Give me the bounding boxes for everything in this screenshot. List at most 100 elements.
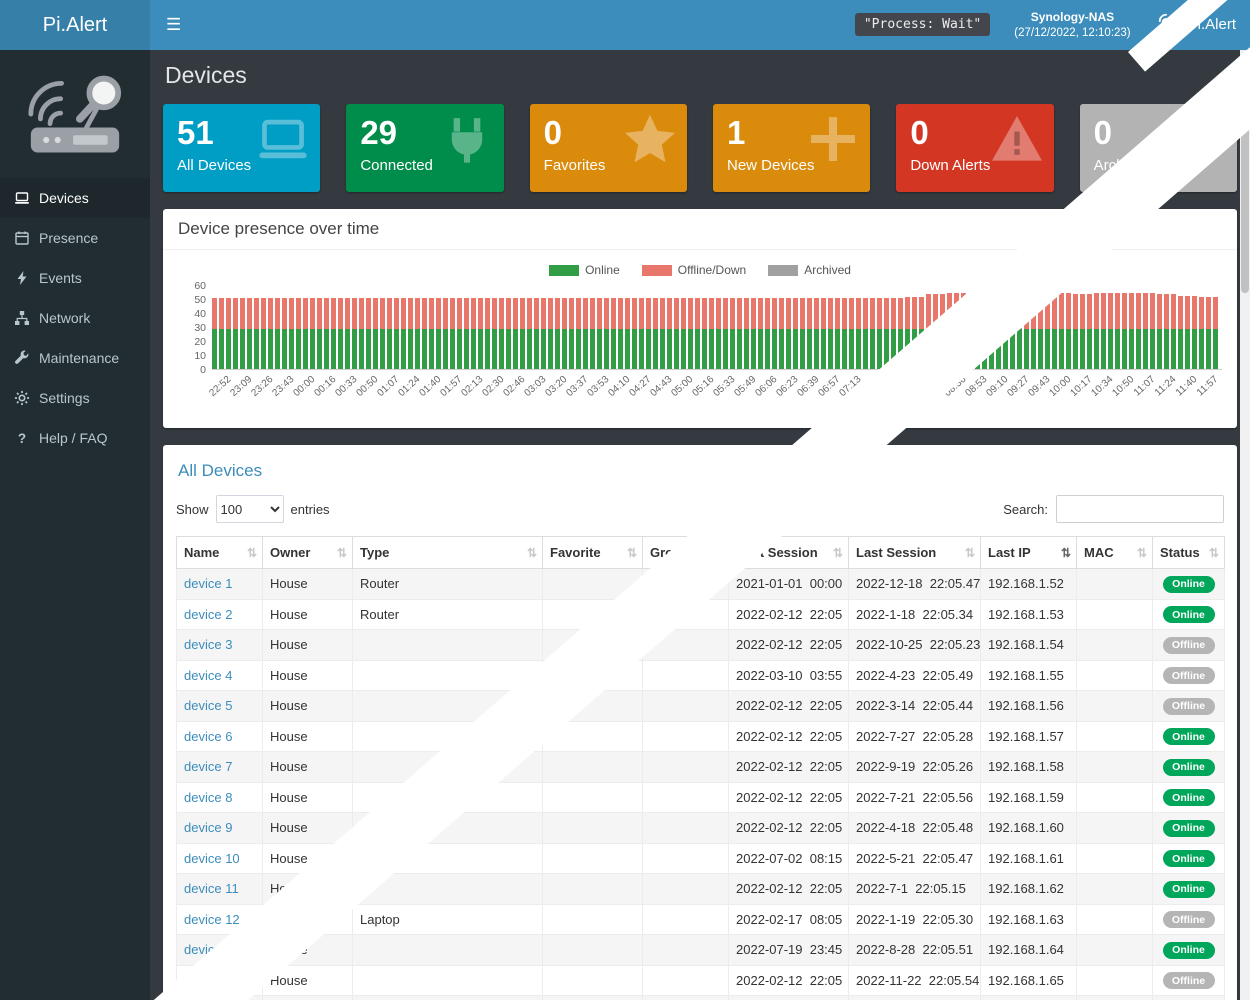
chart-bar (492, 286, 497, 369)
info-box-new-devices[interactable]: 1 New Devices (712, 104, 871, 192)
chart-bar (296, 286, 301, 369)
device-link[interactable]: device 13 (184, 942, 240, 958)
chart-bar (905, 286, 910, 369)
column-header-group[interactable]: Group ⇅ (642, 536, 729, 569)
device-link[interactable]: device 4 (184, 667, 233, 683)
chart-bar (772, 286, 777, 369)
legend-item-offline-down[interactable]: Offline/Down (641, 263, 746, 277)
column-header-favorite[interactable]: Favorite ⇅ (542, 536, 643, 569)
device-last-session-cell: 2022-5-21 22:05.47 (848, 842, 981, 874)
device-mac-cell (1076, 873, 1153, 905)
column-header-mac[interactable]: MAC ⇅ (1076, 536, 1153, 569)
column-header-last-session[interactable]: Last Session ⇅ (848, 536, 981, 569)
legend-swatch (641, 264, 672, 276)
chart-bar (1003, 286, 1008, 369)
column-header-last-ip[interactable]: Last IP ⇅ (980, 536, 1077, 569)
device-group-cell (642, 995, 729, 1000)
hamburger-menu-icon[interactable]: ☰ (166, 15, 182, 34)
chart-bar (604, 286, 609, 369)
column-header-status[interactable]: Status ⇅ (1152, 536, 1225, 569)
device-name-cell: device 2 (176, 598, 263, 630)
device-status-cell: Online (1152, 873, 1225, 905)
device-link[interactable]: device 3 (184, 637, 233, 653)
device-name-cell: device 6 (176, 720, 263, 752)
device-link[interactable]: device 2 (184, 606, 233, 622)
device-mac-cell (1076, 812, 1153, 844)
device-status-cell: Online (1152, 842, 1225, 874)
wifi-slash-icon (1173, 112, 1227, 166)
legend-item-archived[interactable]: Archived (768, 263, 851, 277)
sidebar-item-network[interactable]: Network (0, 298, 150, 338)
device-type-cell (352, 842, 543, 874)
device-link[interactable]: device 6 (184, 728, 233, 744)
column-header-label: Name (184, 545, 220, 560)
device-last-session-cell: 2022-4-23 22:05.49 (848, 659, 981, 691)
device-last-ip-cell: 192.168.1.52 (980, 568, 1077, 600)
device-link[interactable]: device 10 (184, 850, 240, 866)
chart-bar (996, 286, 1001, 369)
device-last-ip-cell: 192.168.1.63 (980, 903, 1077, 935)
info-box-archived[interactable]: 0 Archived (1079, 104, 1237, 192)
chart-bar (1052, 286, 1057, 369)
device-last-session-cell: 2022-1-18 22:05.34 (848, 598, 981, 630)
device-link[interactable]: device 7 (184, 759, 233, 775)
column-header-label: Status (1160, 545, 1200, 560)
x-tick-label: 00:00 (291, 374, 318, 399)
device-owner-cell: House (262, 934, 353, 966)
brand-link[interactable]: Pi.Alert (1155, 12, 1236, 38)
device-first-session-cell: 2022-07-02 08:15 (728, 842, 849, 874)
column-header-type[interactable]: Type ⇅ (352, 536, 543, 569)
info-box-connected[interactable]: 29 Connected (346, 104, 504, 192)
device-owner-cell: House (262, 568, 353, 600)
app-logo[interactable]: Pi.Alert (0, 0, 150, 50)
chart-bar (541, 286, 546, 369)
chart-bar (821, 286, 826, 369)
device-link[interactable]: device 1 (184, 576, 233, 592)
device-link[interactable]: device 12 (184, 911, 240, 927)
device-name-cell: device 3 (176, 629, 263, 661)
device-favorite-cell (542, 690, 643, 722)
device-status-cell: Online (1152, 812, 1225, 844)
entries-select[interactable]: 100 (215, 495, 284, 523)
device-type-cell (352, 629, 543, 661)
info-box-favorites[interactable]: 0 Favorites (529, 104, 687, 192)
device-link[interactable]: device 5 (184, 698, 233, 714)
chart-bar (569, 286, 574, 369)
sidebar-item-settings[interactable]: Settings (0, 378, 150, 418)
info-box-down-alerts[interactable]: 0 Down Alerts (896, 104, 1054, 192)
chart-bar (443, 286, 448, 369)
chart-bar (660, 286, 665, 369)
device-type-cell (352, 873, 543, 905)
sidebar-item-help-faq[interactable]: ? Help / FAQ (0, 418, 150, 458)
column-header-name[interactable]: Name ⇅ (176, 536, 263, 569)
sort-icon: ⇅ (1208, 545, 1219, 560)
device-status-cell: Online (1152, 568, 1225, 600)
sidebar-item-presence[interactable]: Presence (0, 218, 150, 258)
sidebar-item-events[interactable]: Events (0, 258, 150, 298)
search-input[interactable] (1056, 495, 1224, 523)
device-mac-cell (1076, 568, 1153, 600)
device-type-cell: Router (352, 598, 543, 630)
legend-item-online[interactable]: Online (549, 263, 620, 277)
chart-bar (1024, 286, 1029, 369)
device-name-cell: device 9 (176, 812, 263, 844)
device-link[interactable]: device 8 (184, 789, 233, 805)
sidebar-item-devices[interactable]: Devices (0, 178, 150, 218)
device-link[interactable]: device 14 (184, 972, 240, 988)
device-mac-cell (1076, 781, 1153, 813)
chart-bar (310, 286, 315, 369)
info-box-all-devices[interactable]: 51 All Devices (163, 104, 321, 192)
device-last-session-cell: 2022-11-22 22:05.54 (848, 995, 981, 1000)
device-group-cell (642, 934, 729, 966)
device-last-session-cell: 2022-12-18 22:05.47 (848, 568, 981, 600)
chart-bar (345, 286, 350, 369)
device-link[interactable]: device 11 (184, 881, 239, 897)
sidebar-item-maintenance[interactable]: Maintenance (0, 338, 150, 378)
device-link[interactable]: device 9 (184, 820, 233, 836)
scrollbar-thumb[interactable] (1241, 58, 1249, 293)
column-header-owner[interactable]: Owner ⇅ (262, 536, 353, 569)
chart-bar (247, 286, 252, 369)
column-header-first-session[interactable]: First Session ⇅ (728, 536, 849, 569)
chart-legend: Online Offline/Down Archived (178, 258, 1222, 282)
